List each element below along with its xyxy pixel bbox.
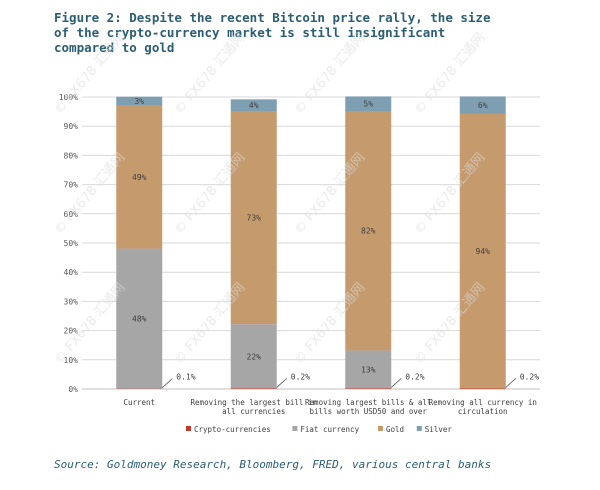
leader-line bbox=[161, 378, 173, 389]
x-tick-label: Removing all currency in bbox=[429, 398, 537, 407]
title-line-3: compared to gold bbox=[54, 40, 175, 55]
y-tick-label: 70% bbox=[64, 181, 79, 190]
data-labels: 0.1% 48% 49% 3% 0.2% 22% 73% 4% 0.2% 13% 82% 5% 0.2%… bbox=[132, 97, 539, 389]
data-label: 49% bbox=[132, 173, 147, 182]
bar-segment bbox=[459, 96, 506, 114]
bar-segment bbox=[116, 96, 163, 106]
legend-swatch bbox=[292, 426, 298, 431]
legend-swatch bbox=[186, 426, 191, 431]
x-tick-label: Current bbox=[123, 398, 155, 407]
bar-segment bbox=[459, 113, 506, 389]
stacked-bar-chart: 0% 10% 20% 30% 40% 50% 60% 70% 80% 90% 100% 0.1% 48… bbox=[52, 30, 540, 434]
y-tick-label: 80% bbox=[64, 151, 79, 160]
y-tick-label: 40% bbox=[64, 268, 79, 277]
bar-segment bbox=[459, 388, 506, 389]
y-tick-label: 100% bbox=[59, 93, 78, 102]
bar-segment bbox=[345, 96, 392, 112]
data-label: 22% bbox=[247, 352, 262, 361]
data-label: 0.2% bbox=[520, 372, 539, 381]
bar-segment bbox=[116, 105, 163, 249]
x-tick-label: Removing largest bills & all bbox=[305, 398, 431, 407]
leader-line bbox=[276, 378, 288, 388]
y-tick-label: 30% bbox=[64, 297, 79, 306]
data-label: 13% bbox=[361, 365, 376, 374]
data-label: 0.2% bbox=[405, 372, 424, 381]
title-line-2: of the crypto-currency market is still i… bbox=[54, 25, 446, 40]
legend-label: Gold bbox=[386, 425, 404, 434]
y-tick-label: 60% bbox=[64, 210, 79, 219]
bar-segment bbox=[345, 111, 392, 351]
legend-swatch bbox=[378, 426, 383, 431]
chart-title: Figure 2: Despite the recent Bitcoin pri… bbox=[54, 10, 574, 55]
bar-segment bbox=[345, 388, 392, 389]
bar-segment bbox=[230, 99, 277, 112]
leader-line bbox=[390, 378, 402, 388]
data-label: 3% bbox=[134, 97, 144, 106]
y-tick-label: 0% bbox=[68, 385, 78, 394]
data-label: 73% bbox=[247, 214, 262, 223]
y-tick-label: 10% bbox=[64, 356, 79, 365]
data-label: 48% bbox=[132, 315, 147, 324]
data-label: 0.2% bbox=[291, 372, 310, 381]
legend-swatch bbox=[416, 426, 422, 431]
data-label: 0.1% bbox=[176, 373, 195, 382]
x-tick-label: bills worth USD50 and over bbox=[310, 407, 428, 416]
legend-label: Fiat currency bbox=[300, 425, 359, 434]
bar-segment bbox=[116, 248, 163, 389]
y-tick-label: 90% bbox=[64, 122, 79, 131]
legend: Crypto-currencies Fiat currency Gold Silver bbox=[186, 425, 452, 434]
legend-label: Crypto-currencies bbox=[194, 425, 271, 434]
bar-segment bbox=[345, 350, 392, 389]
y-axis: 0% 10% 20% 30% 40% 50% 60% 70% 80% 90% 100% bbox=[59, 93, 78, 394]
data-label: 82% bbox=[361, 227, 376, 236]
bar-segment bbox=[230, 111, 277, 325]
y-tick-label: 20% bbox=[64, 327, 79, 336]
bar-segment bbox=[230, 388, 277, 389]
data-label: 4% bbox=[249, 101, 259, 110]
x-tick-label: circulation bbox=[458, 407, 508, 416]
data-label: 94% bbox=[476, 247, 491, 256]
bars bbox=[116, 96, 506, 389]
data-label: 6% bbox=[478, 101, 488, 110]
bar-segment bbox=[230, 324, 277, 389]
leader-line bbox=[505, 378, 517, 388]
legend-label: Silver bbox=[425, 425, 453, 434]
x-tick-label: all currencies bbox=[222, 407, 285, 416]
data-label: 5% bbox=[363, 100, 373, 109]
source-note: Source: Goldmoney Research, Bloomberg, F… bbox=[54, 458, 492, 471]
x-tick-label: Removing the largest bill in bbox=[191, 398, 317, 407]
title-line-1: Figure 2: Despite the recent Bitcoin pri… bbox=[54, 10, 491, 25]
y-tick-label: 50% bbox=[64, 239, 79, 248]
